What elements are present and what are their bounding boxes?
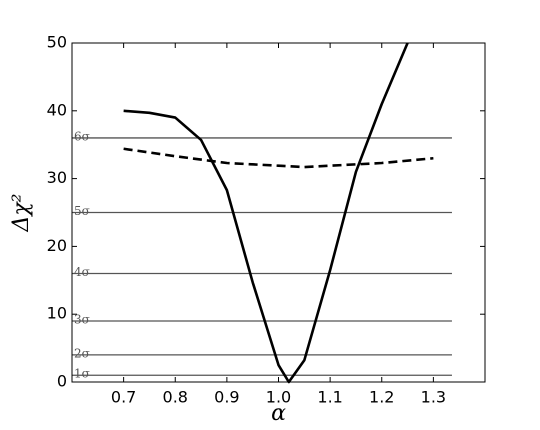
data-line bbox=[123, 42, 409, 384]
x-axis-label: α bbox=[271, 401, 286, 426]
y-tick-label: 20 bbox=[47, 236, 67, 255]
y-tick-label: 50 bbox=[47, 33, 67, 52]
y-tick-label: 10 bbox=[47, 304, 67, 323]
y-axis-label: Δχ² bbox=[9, 193, 34, 232]
y-tick-label: 40 bbox=[47, 100, 67, 119]
x-tick-label: 1.2 bbox=[369, 388, 394, 407]
x-tick-label: 1.3 bbox=[421, 388, 446, 407]
reference-label: 4σ bbox=[74, 265, 90, 279]
x-tick-label: 0.9 bbox=[214, 388, 239, 407]
reference-label: 3σ bbox=[74, 312, 90, 326]
reference-label: 5σ bbox=[74, 204, 90, 218]
reference-label: 1σ bbox=[74, 367, 90, 381]
data-line bbox=[123, 147, 434, 169]
y-tick-label: 0 bbox=[57, 372, 67, 391]
x-tick-label: 0.7 bbox=[111, 388, 136, 407]
y-tick-label: 30 bbox=[47, 168, 67, 187]
x-tick-label: 1.0 bbox=[266, 388, 291, 407]
reference-label: 2σ bbox=[74, 346, 90, 360]
x-tick-label: 0.8 bbox=[163, 388, 188, 407]
x-tick-label: 1.1 bbox=[317, 388, 342, 407]
reference-label: 6σ bbox=[74, 129, 90, 143]
